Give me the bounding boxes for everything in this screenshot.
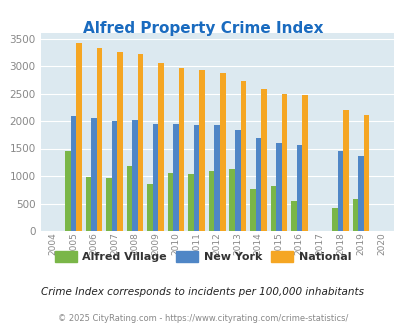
Bar [209,171,214,231]
Bar [126,166,132,231]
Bar [352,199,357,231]
Bar [249,189,255,231]
Bar [179,68,184,231]
Bar [199,70,205,231]
Bar [85,177,91,231]
Bar [214,125,220,231]
Bar [331,208,337,231]
Bar [91,118,96,231]
Bar [106,178,111,231]
Bar [132,120,138,231]
Bar [234,130,240,231]
Bar [76,43,81,231]
Text: Alfred Property Crime Index: Alfred Property Crime Index [83,21,322,36]
Bar [281,93,286,231]
Bar [337,151,342,231]
Bar [167,173,173,231]
Bar [65,151,70,231]
Bar [301,95,307,231]
Bar [240,81,245,231]
Bar [260,88,266,231]
Text: Crime Index corresponds to incidents per 100,000 inhabitants: Crime Index corresponds to incidents per… [41,287,364,297]
Bar [255,138,260,231]
Bar [188,174,194,231]
Bar [220,73,225,231]
Bar [342,110,348,231]
Bar [229,169,234,231]
Bar [147,184,152,231]
Bar [138,54,143,231]
Bar [357,156,363,231]
Bar [158,63,164,231]
Bar [296,145,301,231]
Bar [111,121,117,231]
Bar [173,124,179,231]
Bar [270,186,275,231]
Bar [152,124,158,231]
Bar [290,201,296,231]
Bar [275,143,281,231]
Text: © 2025 CityRating.com - https://www.cityrating.com/crime-statistics/: © 2025 CityRating.com - https://www.city… [58,314,347,323]
Legend: Alfred Village, New York, National: Alfred Village, New York, National [50,247,355,267]
Bar [194,125,199,231]
Bar [363,115,369,231]
Bar [117,52,123,231]
Bar [70,116,76,231]
Bar [96,48,102,231]
